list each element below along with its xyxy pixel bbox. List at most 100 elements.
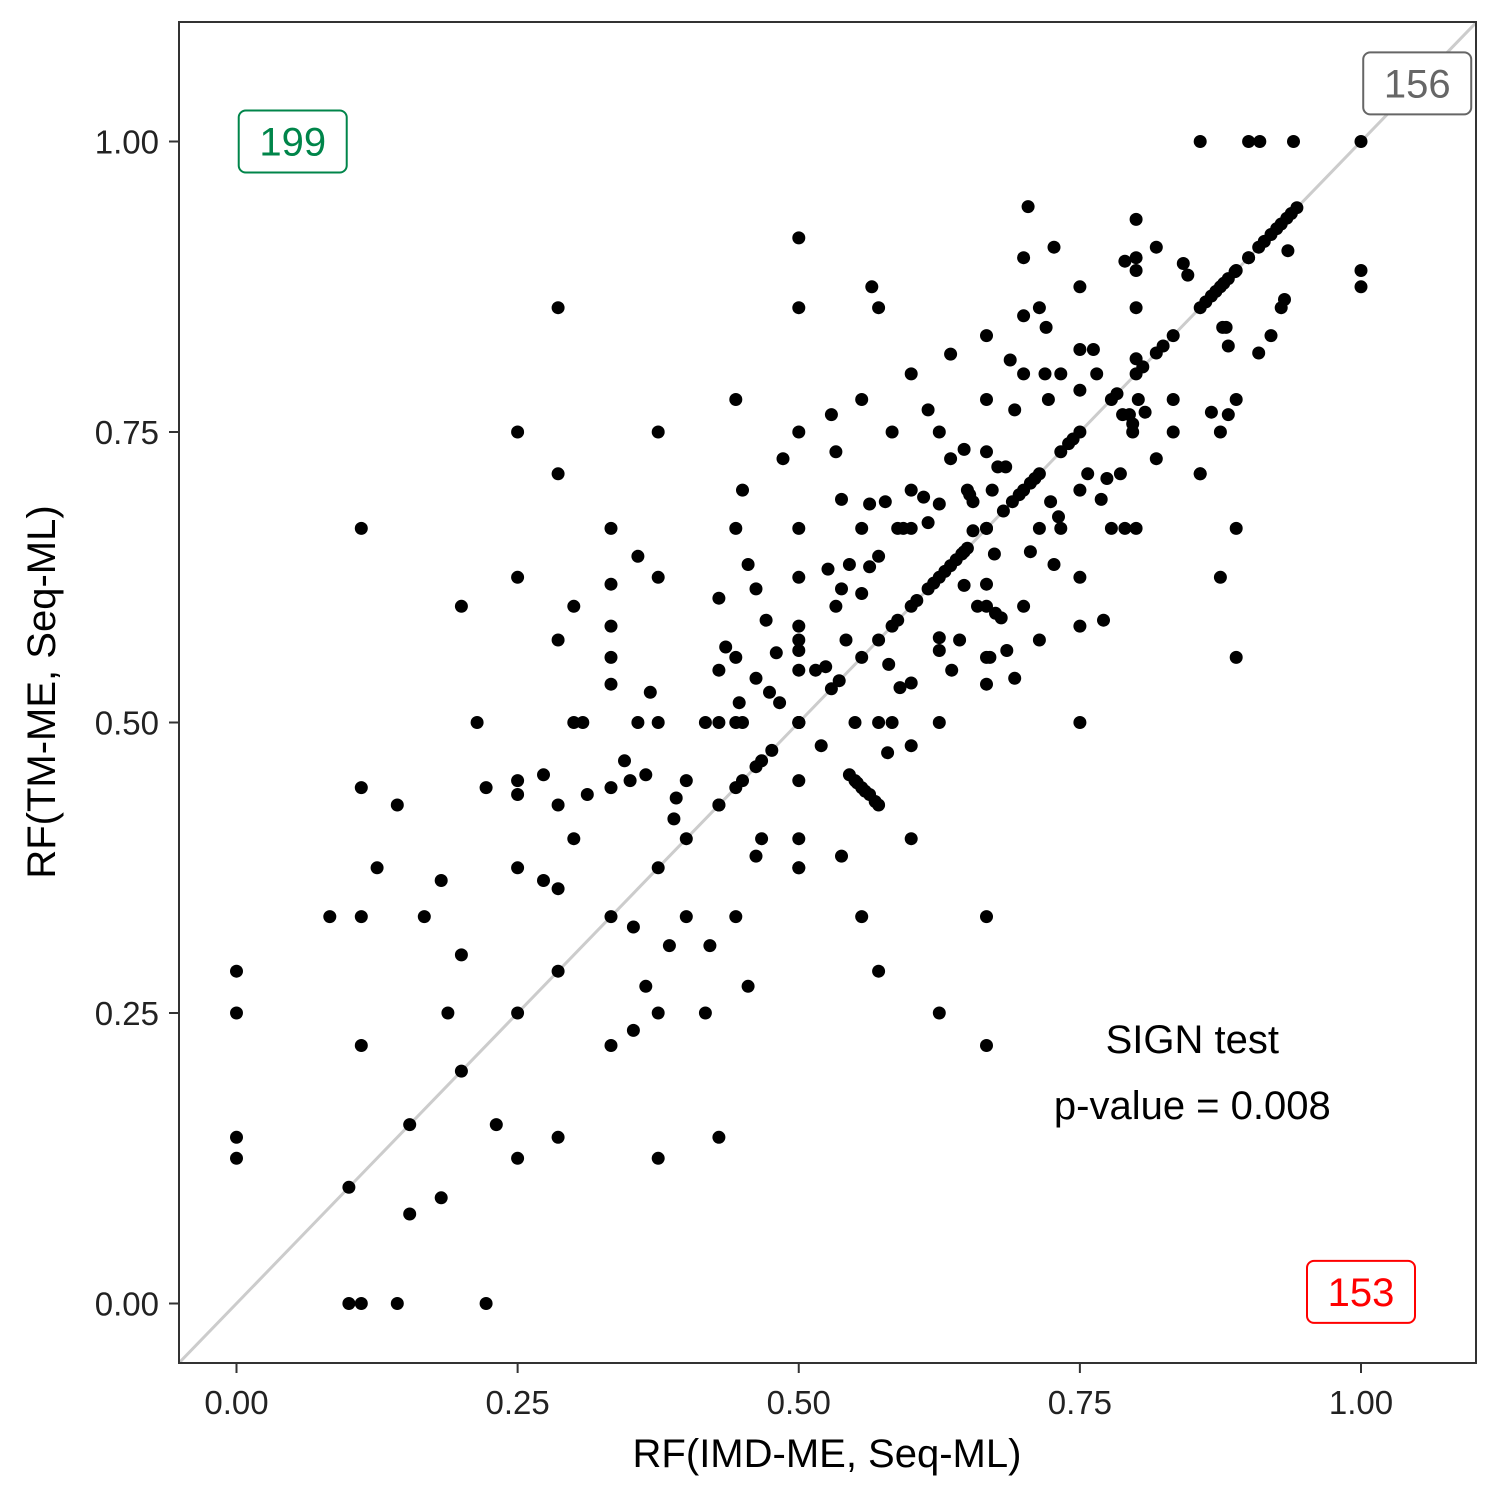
data-point xyxy=(604,1039,618,1052)
data-point xyxy=(1047,558,1061,571)
data-point xyxy=(996,504,1010,518)
data-point xyxy=(551,467,565,481)
data-point xyxy=(1017,251,1031,265)
data-point xyxy=(651,1006,665,1020)
data-point xyxy=(698,1006,712,1020)
data-point xyxy=(511,1006,525,1020)
data-point xyxy=(1176,257,1190,270)
data-point xyxy=(957,442,971,456)
data-point xyxy=(1354,280,1368,294)
data-point xyxy=(470,716,484,729)
data-point xyxy=(1073,343,1087,356)
data-point xyxy=(872,549,886,563)
plot-area: 199 156 153 SIGN test p-value = 0.008 xyxy=(179,22,1476,1363)
data-point xyxy=(1073,483,1087,497)
data-point xyxy=(511,570,525,584)
data-point xyxy=(1253,135,1267,148)
data-point xyxy=(1156,339,1170,353)
data-point xyxy=(1090,367,1104,381)
data-point xyxy=(792,633,806,647)
panel-border xyxy=(178,21,1477,1364)
data-point xyxy=(1281,244,1295,258)
data-point xyxy=(667,812,681,826)
data-point xyxy=(835,849,848,863)
data-point xyxy=(904,676,918,690)
data-point xyxy=(932,1006,946,1020)
data-point xyxy=(749,582,763,596)
data-point xyxy=(1073,619,1087,633)
data-point xyxy=(932,716,946,729)
data-point xyxy=(390,1297,404,1310)
data-point xyxy=(829,599,843,613)
data-point xyxy=(1290,201,1304,215)
data-point xyxy=(932,497,946,511)
data-point xyxy=(1086,343,1100,356)
data-point xyxy=(1118,521,1132,535)
data-point xyxy=(910,594,924,607)
data-point xyxy=(944,452,958,466)
data-point xyxy=(1131,393,1145,406)
y-tick-label: 0.25 xyxy=(95,995,159,1032)
data-point xyxy=(511,861,525,875)
data-point xyxy=(957,578,971,592)
data-point xyxy=(651,570,665,584)
data-point xyxy=(323,910,337,924)
data-point xyxy=(821,562,835,576)
data-point xyxy=(537,768,550,782)
data-point xyxy=(980,329,993,343)
data-point xyxy=(1097,613,1110,627)
data-point xyxy=(814,739,828,753)
data-point xyxy=(1000,644,1014,657)
data-point xyxy=(576,716,590,729)
data-point xyxy=(1129,521,1143,535)
data-point xyxy=(567,599,581,613)
data-point xyxy=(729,393,743,406)
x-tick-label: 0.25 xyxy=(486,1384,550,1421)
data-point xyxy=(342,1180,356,1194)
data-point xyxy=(855,521,869,535)
count-label: 153 xyxy=(1328,1271,1395,1315)
data-point xyxy=(1113,467,1127,481)
data-point xyxy=(712,1130,726,1144)
data-point xyxy=(631,549,645,563)
data-point xyxy=(832,674,846,688)
data-point xyxy=(651,1151,665,1165)
data-point xyxy=(824,408,838,422)
data-point xyxy=(342,1297,356,1310)
data-point xyxy=(1047,240,1061,254)
data-point xyxy=(855,587,869,600)
data-point xyxy=(703,939,717,953)
data-point xyxy=(712,663,726,677)
data-point xyxy=(1054,521,1068,535)
y-tick-label: 0.00 xyxy=(95,1286,159,1323)
data-point xyxy=(999,460,1013,474)
data-point xyxy=(479,781,493,795)
data-point xyxy=(1354,264,1368,277)
data-point xyxy=(980,521,993,535)
data-point xyxy=(1044,495,1058,509)
data-point xyxy=(454,948,468,962)
data-point xyxy=(1008,671,1022,685)
data-point xyxy=(1242,251,1256,265)
data-point xyxy=(511,1151,525,1165)
data-point xyxy=(479,1297,493,1310)
data-point xyxy=(1149,452,1163,466)
axes: 0.00 0.25 0.50 0.75 1.00 0.00 0.25 0.50 0.75 1.00 xyxy=(95,124,1393,1422)
data-point xyxy=(230,1130,243,1144)
data-point xyxy=(679,774,693,788)
data-point xyxy=(966,524,980,538)
data-point xyxy=(994,611,1008,625)
data-point xyxy=(511,774,525,788)
data-point xyxy=(604,521,618,535)
data-point xyxy=(1003,353,1017,367)
data-point xyxy=(848,716,862,729)
data-point xyxy=(1149,240,1163,254)
data-point xyxy=(441,1006,455,1020)
data-point xyxy=(1221,408,1235,422)
data-point xyxy=(792,231,806,245)
data-point xyxy=(741,979,755,993)
data-point xyxy=(1017,367,1031,381)
data-point xyxy=(1129,212,1143,226)
data-point xyxy=(403,1118,417,1132)
